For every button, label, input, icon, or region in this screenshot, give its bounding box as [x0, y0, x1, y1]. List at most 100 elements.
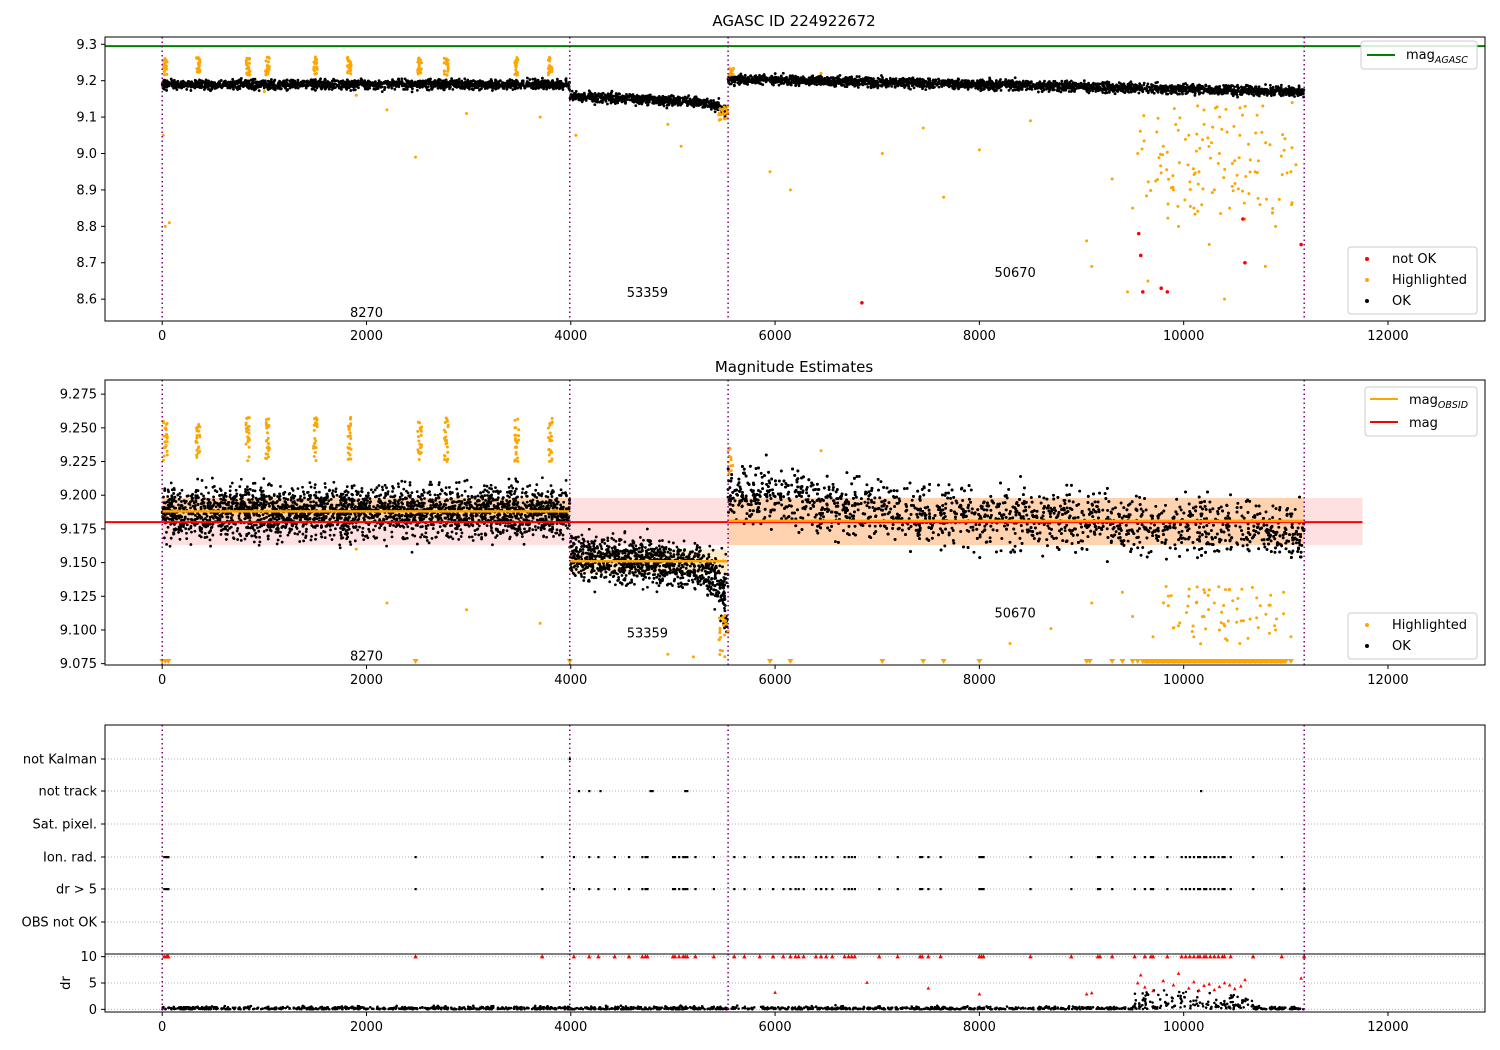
ok-point: [549, 81, 553, 85]
ok-point: [561, 85, 565, 89]
ok-point: [244, 84, 247, 88]
ok-point: [1025, 84, 1029, 88]
ok-point: [288, 86, 292, 90]
ok-point: [486, 86, 489, 90]
ok-point: [876, 86, 880, 90]
ok-point: [999, 88, 1003, 92]
ok-point: [1248, 84, 1252, 88]
ok-point: [796, 75, 800, 79]
ok-point: [634, 99, 637, 103]
ok-point: [1036, 90, 1040, 94]
ok-point: [807, 77, 811, 81]
ok-point: [232, 87, 235, 91]
ok-point: [628, 98, 632, 102]
ok-point: [163, 78, 167, 82]
ok-point: [196, 84, 199, 87]
ok-point: [1096, 82, 1100, 86]
ok-point: [339, 81, 343, 85]
ok-point: [322, 81, 326, 84]
ok-point: [407, 81, 411, 85]
ok-point: [909, 87, 912, 91]
ok-point: [836, 79, 840, 83]
ok-point: [387, 86, 391, 89]
ok-point: [269, 86, 273, 90]
ok-point: [366, 80, 369, 84]
ok-point: [205, 85, 209, 88]
ok-point: [704, 101, 708, 105]
ok-point: [460, 79, 464, 83]
ok-point: [621, 94, 624, 98]
ok-point: [468, 80, 471, 84]
ok-point: [439, 81, 443, 85]
ok-point: [609, 91, 613, 95]
ok-point: [954, 80, 958, 84]
ok-point: [1284, 87, 1288, 90]
ok-point: [259, 85, 263, 89]
ok-point: [296, 80, 300, 84]
ok-point: [1279, 87, 1283, 91]
ok-point: [357, 86, 360, 90]
ok-point: [345, 78, 349, 82]
ok-point: [600, 94, 603, 98]
ok-point: [243, 79, 247, 83]
ok-point: [624, 100, 628, 104]
ok-point: [286, 88, 290, 91]
ok-point: [200, 81, 204, 85]
ok-point: [525, 82, 528, 86]
ok-point: [1053, 79, 1057, 83]
ok-point: [668, 96, 672, 100]
ok-point: [405, 79, 408, 82]
ok-point: [513, 82, 517, 86]
ok-point: [1117, 84, 1120, 88]
ok-point: [213, 83, 217, 87]
ok-point: [216, 82, 220, 86]
ok-point: [169, 77, 173, 81]
ok-point: [612, 94, 616, 98]
ok-point: [828, 80, 832, 83]
ok-point: [1105, 91, 1109, 95]
ok-point: [717, 97, 721, 100]
ok-point: [1241, 91, 1244, 95]
ok-point: [1020, 88, 1024, 91]
ok-point: [368, 86, 371, 90]
ok-point: [459, 84, 463, 88]
ok-point: [481, 84, 484, 88]
panel1-plot: [105, 45, 1485, 305]
ok-point: [429, 83, 433, 87]
ok-point: [912, 86, 916, 90]
ok-point: [1224, 83, 1228, 87]
ok-point: [642, 94, 645, 98]
ok-point: [635, 96, 639, 100]
ok-point: [805, 82, 809, 85]
ok-point: [1024, 88, 1028, 92]
ok-point: [231, 84, 235, 88]
ok-point: [380, 90, 384, 93]
ok-point: [341, 82, 345, 86]
ok-point: [1047, 86, 1051, 89]
ok-point: [1131, 89, 1135, 93]
ok-point: [1111, 82, 1115, 86]
ok-point: [884, 84, 888, 88]
ok-point: [211, 85, 215, 89]
ok-point: [247, 79, 251, 83]
ok-point: [713, 102, 717, 106]
ok-point: [273, 88, 277, 92]
ok-point: [455, 79, 459, 82]
ok-point: [296, 78, 300, 82]
ok-point: [566, 84, 570, 87]
ok-point: [291, 85, 294, 89]
ok-point: [570, 89, 574, 93]
ok-point: [635, 94, 639, 97]
ok-point: [503, 84, 507, 88]
ok-point: [875, 79, 879, 83]
ok-point: [977, 82, 981, 86]
ok-point: [1208, 84, 1211, 88]
ok-point: [1165, 92, 1168, 96]
ok-point: [545, 87, 548, 91]
ok-point: [717, 101, 720, 105]
ok-point: [856, 86, 860, 89]
ok-point: [463, 81, 467, 85]
ok-point: [1007, 79, 1011, 83]
ok-point: [533, 81, 536, 85]
